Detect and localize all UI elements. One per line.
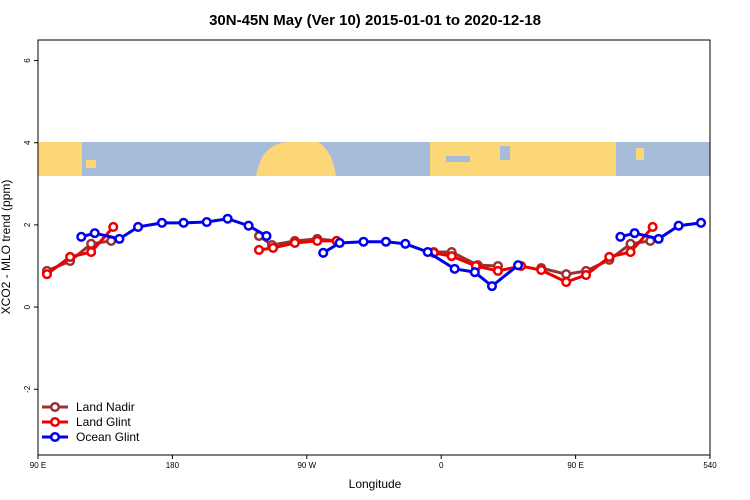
point — [114, 233, 125, 244]
point — [581, 269, 592, 281]
legend-marker — [49, 401, 61, 413]
point — [76, 231, 87, 242]
y-tick-label: 4 — [23, 140, 32, 145]
point — [312, 235, 323, 246]
y-tick-label: -2 — [23, 385, 32, 393]
legend-label: Land Glint — [76, 415, 131, 429]
point — [243, 220, 254, 231]
point — [289, 237, 300, 249]
point — [615, 231, 626, 242]
point — [65, 251, 76, 263]
point — [380, 236, 391, 247]
x-tick-label: 180 — [166, 461, 180, 470]
y-tick-label: 6 — [23, 58, 32, 63]
point — [513, 260, 524, 271]
map-land — [38, 142, 82, 176]
map-sea — [446, 156, 470, 162]
point — [629, 228, 640, 239]
point — [469, 267, 480, 278]
point — [536, 265, 547, 276]
map-land — [636, 148, 644, 160]
legend-marker — [49, 431, 61, 443]
point — [41, 269, 53, 280]
map-land — [86, 160, 96, 168]
point — [673, 220, 684, 231]
point — [133, 221, 144, 233]
x-axis-label: Longitude — [349, 477, 402, 491]
point — [653, 233, 664, 244]
x-tick-label: 90 E — [30, 461, 46, 470]
map-land — [256, 142, 336, 176]
point — [108, 221, 119, 233]
x-tick-label: 90 E — [567, 461, 583, 470]
point — [253, 244, 265, 256]
point — [178, 217, 189, 228]
point — [561, 269, 572, 280]
y-axis-label: XCO2 - MLO trend (ppm) — [0, 180, 13, 315]
point — [561, 276, 572, 288]
y-tick-label: 2 — [23, 222, 32, 227]
x-tick-label: 90 W — [297, 461, 316, 470]
point — [156, 217, 167, 228]
point — [400, 238, 411, 249]
map-land — [522, 142, 616, 176]
point — [604, 251, 615, 263]
point — [446, 251, 457, 262]
y-tick-label: 0 — [23, 304, 32, 309]
point — [625, 238, 636, 249]
point — [492, 265, 503, 276]
point — [268, 242, 279, 253]
plot-frame — [37, 39, 711, 456]
point — [318, 247, 329, 258]
point — [222, 213, 233, 224]
point — [86, 238, 97, 249]
point — [201, 216, 212, 228]
x-tick-label: 540 — [703, 461, 717, 470]
map-sea — [500, 146, 510, 160]
point — [358, 236, 369, 247]
x-tick-label: 0 — [439, 461, 444, 470]
legend-marker — [49, 416, 61, 428]
point — [261, 230, 272, 242]
point — [86, 246, 97, 258]
point — [625, 246, 636, 258]
point — [89, 228, 100, 239]
point — [449, 263, 460, 274]
map-band — [38, 142, 710, 176]
chart-title: 30N-45N May (Ver 10) 2015-01-01 to 2020-… — [209, 12, 541, 29]
legend-label: Ocean Glint — [76, 430, 140, 444]
point — [647, 221, 658, 233]
point — [334, 237, 345, 249]
point — [422, 246, 433, 258]
point — [695, 217, 707, 228]
point — [486, 281, 498, 292]
legend-label: Land Nadir — [76, 400, 135, 414]
